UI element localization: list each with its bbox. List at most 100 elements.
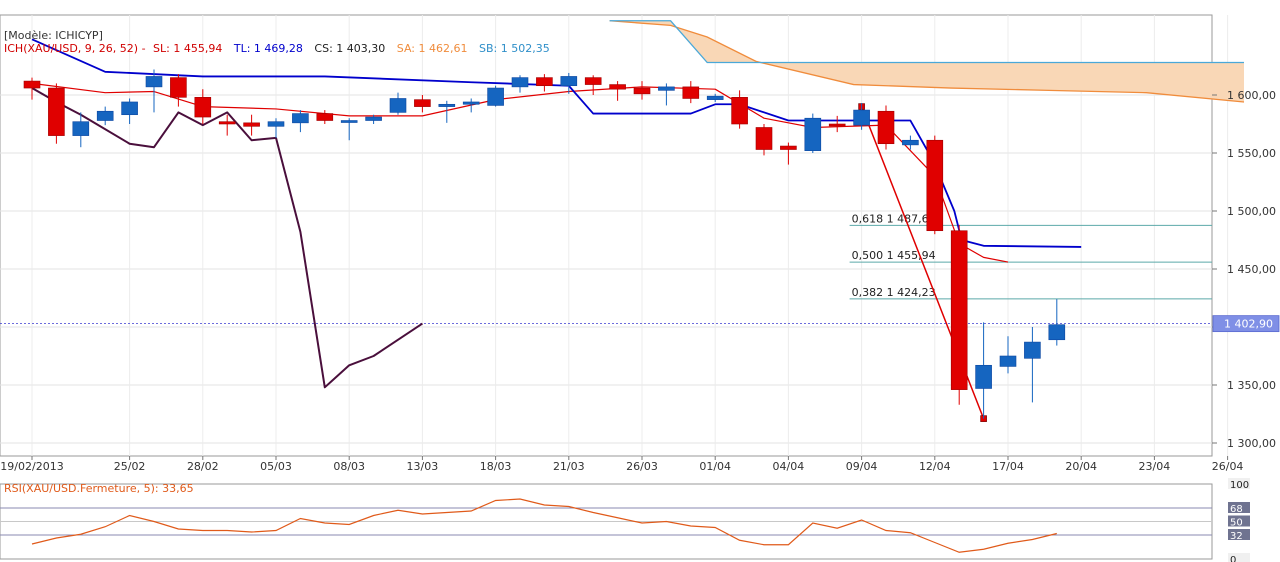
x-tick-label: 05/03 [260, 460, 292, 473]
candle [48, 83, 65, 144]
candle [804, 113, 822, 153]
candle [487, 85, 504, 107]
x-tick-label: 26/04 [1212, 460, 1244, 473]
candle [438, 100, 456, 123]
candle-body [804, 117, 822, 151]
senkou-span-b-line [609, 20, 1244, 64]
y-tick-label: 1 550,00 [1227, 147, 1276, 160]
header-ich: ICH(XAU/USD, 9, 26, 52) - [4, 42, 146, 55]
candle [267, 118, 285, 138]
candle [950, 224, 968, 405]
candle-body [365, 116, 382, 121]
y-tick-label: 1 350,00 [1227, 379, 1276, 392]
candle-body [243, 122, 260, 127]
rsi-tick-label: 32 [1230, 531, 1243, 542]
kumo-cloud [609, 20, 1245, 103]
rsi-header: RSI(XAU/USD.Fermeture, 5): 33,65 [4, 482, 194, 495]
main-plot-frame [0, 14, 1213, 457]
candle-body [511, 77, 529, 88]
header-tl: TL: 1 469,28 [233, 42, 303, 55]
header-sb: SB: 1 502,35 [479, 42, 550, 55]
candle-body [584, 77, 602, 85]
candle-body [853, 109, 870, 126]
candle [1024, 327, 1041, 403]
candle [560, 72, 578, 94]
model-label: [Modèle: ICHICYP] [4, 29, 103, 42]
candle-body [682, 86, 700, 99]
x-tick-label: 13/03 [407, 460, 439, 473]
candle-body [48, 87, 65, 136]
x-tick-label: 20/04 [1065, 460, 1097, 473]
x-tick-label: 23/04 [1139, 460, 1171, 473]
candle-body [536, 77, 553, 87]
price-marker-label: 1 402,90 [1224, 318, 1273, 331]
x-tick-label: 26/03 [626, 460, 658, 473]
rsi-tick-bg [1228, 529, 1250, 540]
candle [96, 106, 114, 126]
rsi-panel: 100 68 50 32 0 [0, 478, 1250, 562]
x-tick-label: 01/04 [699, 460, 731, 473]
x-tick-label: 09/04 [846, 460, 878, 473]
candle [218, 114, 236, 136]
header-sa: SA: 1 462,61 [397, 42, 468, 55]
rsi-line [31, 498, 1057, 553]
fib-level-label: 0,618 1 487,65 [852, 212, 936, 225]
candle-body [1024, 341, 1041, 359]
indicator-header: ICH(XAU/USD, 9, 26, 52) - SL: 1 455,94 T… [4, 42, 550, 55]
cloud-fill [609, 20, 1244, 102]
candle [340, 118, 358, 141]
header-cs: CS: 1 403,30 [314, 42, 385, 55]
candle [731, 90, 748, 129]
candle [658, 83, 675, 106]
candle-body [755, 127, 773, 150]
candle-body [121, 101, 138, 116]
price-marker-box [1212, 315, 1280, 333]
candle-body [609, 84, 626, 90]
candle [462, 98, 480, 113]
rsi-tick-label: 0 [1230, 555, 1236, 562]
candle-body [950, 230, 968, 390]
candle [853, 103, 870, 130]
candle [755, 124, 773, 156]
candle [706, 93, 724, 102]
x-tick-label: 04/04 [773, 460, 805, 473]
rsi-tick-bg [1228, 515, 1250, 527]
candle-body [487, 87, 504, 106]
current-price-marker: 1 402,90 [1212, 315, 1280, 333]
candlestick-series [23, 69, 1066, 419]
candle [584, 75, 602, 95]
candle [72, 112, 90, 148]
y-tick-label: 1 600,00 [1227, 89, 1276, 102]
candle-body [462, 101, 480, 105]
candle-body [658, 86, 675, 91]
candle [633, 81, 651, 100]
x-tick-label: 21/03 [553, 460, 585, 473]
candle-body [999, 355, 1017, 367]
y-tick-label: 1 300,00 [1227, 437, 1276, 450]
candle-body [1048, 324, 1066, 341]
rsi-tick-label: 100 [1230, 480, 1249, 491]
candle [170, 74, 187, 107]
candle [194, 89, 212, 124]
kijun-sen-line [31, 38, 1082, 248]
candle-body [23, 80, 41, 89]
fib-level-label: 0,500 1 455,94 [852, 249, 936, 262]
x-tick-label: 28/02 [187, 460, 219, 473]
y-tick-label: 1 450,00 [1227, 263, 1276, 276]
y-tick-label: 1 500,00 [1227, 205, 1276, 218]
candle [877, 105, 895, 150]
candle-body [975, 364, 992, 389]
header-sl: SL: 1 455,94 [153, 42, 222, 55]
candle-body [340, 120, 358, 123]
candle-body [560, 76, 578, 87]
candle-body [145, 76, 163, 88]
x-tick-label: 12/04 [919, 460, 951, 473]
candle-body [731, 97, 748, 125]
candle-body [828, 123, 846, 127]
candle-body [218, 121, 236, 125]
candle [536, 74, 553, 92]
candle [999, 336, 1017, 374]
candle [780, 142, 797, 165]
candle-body [414, 99, 431, 107]
axes: 1 600,001 550,001 500,001 450,001 400,00… [0, 89, 1280, 473]
